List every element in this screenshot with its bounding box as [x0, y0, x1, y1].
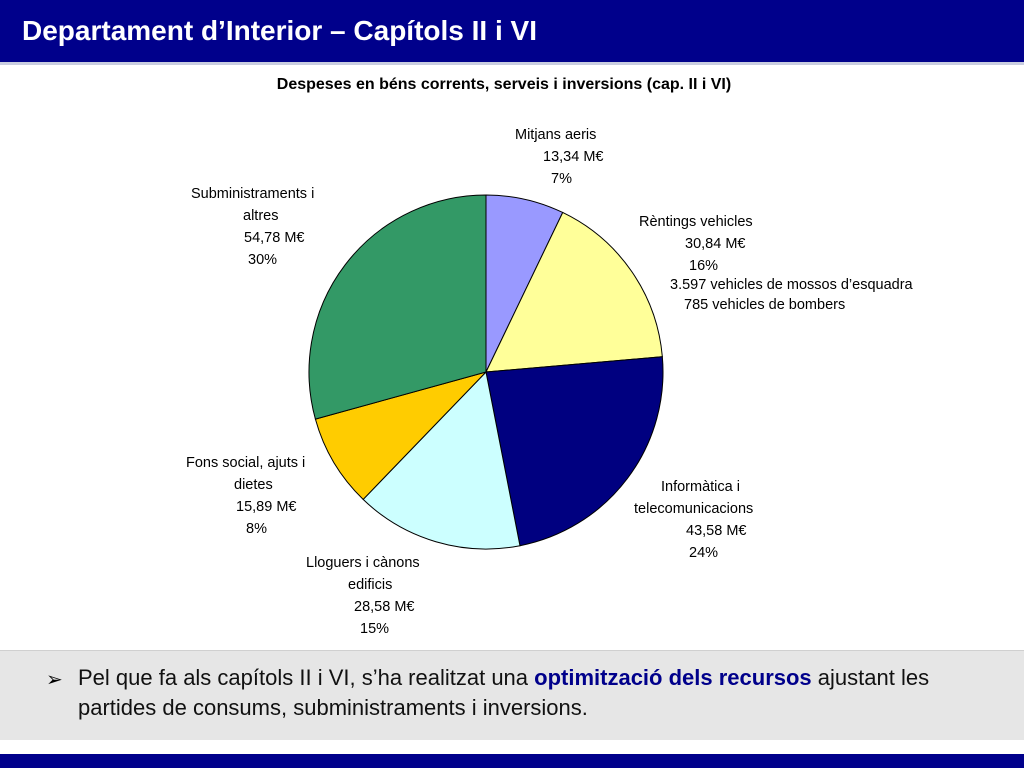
label-subministraments-unit: M€ [284, 230, 305, 246]
label-fons-social: Fons social, ajuts i dietes 15,89 M€ 8% [186, 452, 305, 540]
pie-slice-subministraments [308, 194, 487, 420]
label-informatica: Informàtica i telecomunicacions 43,58 M€… [634, 476, 753, 564]
label-subministraments-line1: Subministraments i [191, 186, 315, 202]
label-rentings-percent: 16% [689, 258, 719, 274]
label-mitjans-aeris-percent: 7% [551, 171, 572, 187]
label-informatica-line1: Informàtica i [661, 479, 740, 495]
label-subministraments-value: 54,78 [244, 230, 281, 246]
note-text-after: ajustant les partides de consums, submin… [78, 665, 930, 720]
label-lloguers-value-line: 28,58 M€ [306, 596, 420, 618]
label-lloguers-unit: M€ [394, 599, 415, 615]
rentings-notes: 3.597 vehicles de mossos d’esquadra 785 … [670, 275, 913, 315]
footer-gap [0, 740, 1024, 754]
rentings-note-mossos: 3.597 vehicles de mossos d’esquadra [670, 277, 913, 293]
label-rentings: Rèntings vehicles 30,84 M€ 16% [639, 211, 753, 277]
label-lloguers: Lloguers i cànons edificis 28,58 M€ 15% [306, 552, 420, 640]
label-mitjans-aeris-name: Mitjans aeris [515, 127, 597, 143]
rentings-note-bombers: 785 vehicles de bombers [684, 297, 846, 313]
label-lloguers-value: 28,58 [354, 599, 391, 615]
label-fons-social-unit: M€ [276, 499, 297, 515]
label-subministraments-value-line: 54,78 M€ [191, 227, 314, 249]
pie-slice-informatica [485, 356, 664, 547]
label-mitjans-aeris: Mitjans aeris 13,34 M€ 7% [515, 124, 603, 190]
label-informatica-line2: telecomunicacions [634, 501, 754, 517]
label-rentings-name: Rèntings vehicles [639, 214, 753, 230]
label-fons-social-line1: Fons social, ajuts i [186, 455, 306, 471]
label-subministraments-percent: 30% [248, 252, 278, 268]
label-lloguers-line2: edificis [348, 577, 393, 593]
pie-slice-fons [314, 371, 488, 501]
label-informatica-value-line: 43,58 M€ [634, 520, 753, 542]
label-informatica-percent: 24% [689, 545, 719, 561]
label-fons-social-line2: dietes [234, 477, 273, 493]
label-fons-social-percent: 8% [246, 521, 267, 537]
note-text: Pel que fa als capítols II i VI, s’ha re… [78, 663, 978, 723]
label-rentings-value: 30,84 [685, 236, 722, 252]
label-subministraments: Subministraments i altres 54,78 M€ 30% [191, 183, 314, 271]
slide-title: Departament d’Interior – Capítols II i V… [22, 15, 537, 46]
pie-slice-rentings [485, 211, 663, 373]
label-rentings-value-line: 30,84 M€ [639, 233, 753, 255]
chart-title: Despeses en béns corrents, serveis i inv… [276, 76, 732, 93]
label-mitjans-aeris-unit: M€ [583, 149, 604, 165]
footer-bar [0, 754, 1024, 768]
note-highlight: optimització dels recursos [534, 665, 812, 690]
pie-slice-lloguers [362, 370, 521, 550]
note-box: ➢ Pel que fa als capítols II i VI, s’ha … [0, 650, 1024, 741]
note-text-before: Pel que fa als capítols II i VI, s’ha re… [78, 665, 535, 690]
label-lloguers-percent: 15% [360, 621, 390, 637]
label-fons-social-value: 15,89 [236, 499, 273, 515]
label-fons-social-value-line: 15,89 M€ [186, 496, 305, 518]
label-subministraments-line2: altres [243, 208, 279, 224]
label-lloguers-line1: Lloguers i cànons [306, 555, 420, 571]
title-bar: Departament d’Interior – Capítols II i V… [0, 0, 1024, 65]
label-mitjans-aeris-value-line: 13,34 M€ [515, 146, 603, 168]
bullet-arrow-icon: ➢ [46, 669, 63, 691]
label-rentings-unit: M€ [725, 236, 746, 252]
pie-chart [308, 194, 664, 550]
label-mitjans-aeris-value: 13,34 [543, 149, 580, 165]
label-informatica-unit: M€ [726, 523, 747, 539]
label-informatica-value: 43,58 [686, 523, 723, 539]
